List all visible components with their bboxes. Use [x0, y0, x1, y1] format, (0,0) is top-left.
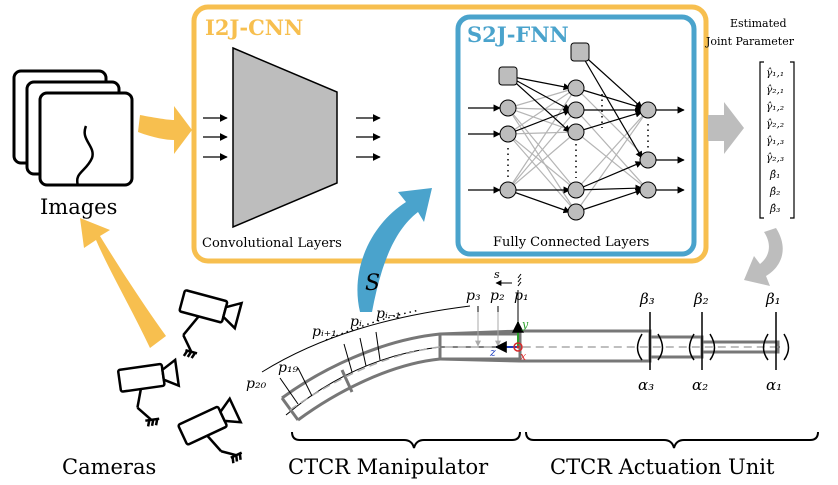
frame-x-label: x [520, 350, 527, 363]
beta-label: β₃ [639, 290, 655, 308]
output-heading-1: Estimated [730, 17, 787, 30]
output-entry: γ̂₁,₃ [766, 135, 784, 147]
s-axis-label: s [494, 268, 500, 281]
output-down-arrow [744, 228, 783, 286]
cameras-to-images-arrow [80, 218, 166, 348]
beta-label: β₁ [765, 290, 781, 308]
vector-bracket-right [790, 61, 795, 219]
shape-to-fnn-arrow [357, 188, 432, 312]
output-entry: γ̂₂,₃ [766, 152, 784, 164]
output-entry: γ̂₁,₂ [766, 101, 784, 113]
cameras-label: Cameras [62, 455, 156, 479]
conv-layers-trapezoid [232, 46, 338, 229]
frame-z-label: z [489, 346, 496, 359]
point-labels: p₂₀ p₁₉ pᵢ₊₁ pᵢ pᵢ₋₁ p₃ p₂ p₁ [246, 288, 529, 392]
camera-icons [117, 289, 244, 464]
alpha-label: α₁ [766, 376, 782, 394]
output-entry: γ̂₂,₁ [766, 84, 784, 96]
point-label: p₃ [466, 288, 481, 304]
camera-icon [178, 289, 244, 359]
beta-label: β₂ [693, 290, 709, 308]
actuation-label: CTCR Actuation Unit [550, 455, 775, 479]
ctcr-robot: s y z x [261, 268, 790, 422]
point-label: p₂₀ [246, 376, 267, 392]
point-label: pᵢ [350, 314, 362, 330]
images-to-cnn-arrow [138, 106, 192, 154]
cnn-to-output-arrow [708, 102, 744, 154]
output-heading-2: Joint Parameter [705, 35, 795, 48]
fnn-network [468, 42, 685, 221]
camera-icon [177, 396, 243, 464]
beta-labels: β₃ β₂ β₁ [639, 290, 781, 308]
images-stack [12, 69, 134, 187]
output-entry: γ̂₂,₂ [766, 118, 784, 130]
frame-y-label: y [521, 318, 529, 331]
alpha-label: α₂ [692, 376, 708, 394]
alpha-labels: α₃ α₂ α₁ [638, 376, 782, 394]
s2j-fnn-title: S2J-FNN [467, 22, 569, 47]
output-entry: β̂₂ [769, 186, 780, 198]
images-label: Images [40, 195, 117, 219]
output-entry: γ̂₁,₁ [766, 67, 784, 79]
point-label: pᵢ₊₁ [312, 324, 337, 340]
cnn-input-arrows [203, 114, 228, 161]
point-label: p₁ [514, 288, 529, 304]
actuation-brace [525, 431, 819, 449]
point-label: p₁₉ [278, 360, 299, 376]
output-entry: β̂₃ [769, 203, 780, 215]
manipulator-label: CTCR Manipulator [288, 455, 489, 479]
output-entry: β̂₁ [769, 169, 780, 181]
manipulator-brace [291, 431, 521, 449]
vector-bracket-left [759, 61, 764, 219]
point-label: pᵢ₋₁ [376, 306, 401, 322]
i2j-cnn-title: I2J-CNN [205, 15, 303, 40]
cnn-output-arrows [356, 114, 381, 161]
camera-icon [117, 357, 181, 427]
output-entries: γ̂₁,₁ γ̂₂,₁ γ̂₁,₂ γ̂₂,₂ γ̂₁,₃ γ̂₂,₃ β̂₁ … [766, 67, 784, 215]
i2j-cnn-box [191, 4, 709, 264]
conv-layers-label: Convolutional Layers [202, 236, 342, 251]
shape-symbol: S [365, 271, 380, 296]
s2j-fnn-box [455, 14, 697, 257]
alpha-label: α₃ [638, 376, 654, 394]
point-label: p₂ [490, 288, 505, 304]
fc-layers-label: Fully Connected Layers [493, 235, 649, 250]
